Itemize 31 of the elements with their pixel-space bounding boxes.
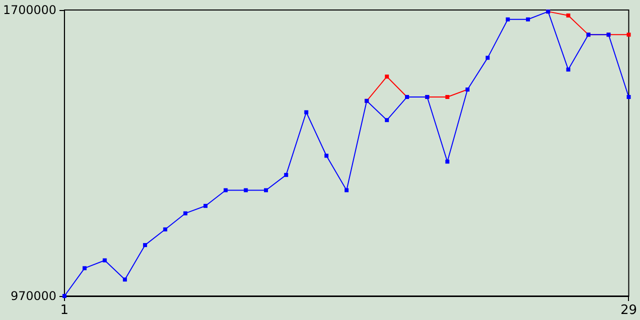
point (304, 110, 308, 114)
point (122, 278, 127, 282)
x-tick-label: 1 (60, 303, 69, 318)
point (82, 266, 87, 270)
point (566, 13, 570, 18)
point (384, 74, 389, 79)
point (445, 94, 450, 99)
point (626, 32, 631, 37)
point (566, 68, 570, 72)
point (143, 243, 148, 248)
point (204, 204, 208, 208)
point (163, 227, 168, 232)
point (526, 17, 530, 22)
x-tick-label: 29 (620, 303, 637, 318)
line-series (62, 10, 631, 298)
point (506, 17, 510, 22)
point (102, 258, 107, 262)
point (626, 94, 631, 99)
point (486, 56, 490, 60)
point (183, 211, 188, 216)
point (384, 118, 389, 122)
point (62, 294, 66, 298)
point (244, 188, 248, 192)
point (445, 160, 450, 164)
y-tick-label: 1700000 (2, 3, 56, 17)
point (324, 154, 328, 158)
point (344, 188, 349, 192)
point (284, 172, 288, 177)
point (264, 188, 268, 192)
point (224, 188, 228, 192)
y-tick-label: 970000 (10, 289, 56, 303)
